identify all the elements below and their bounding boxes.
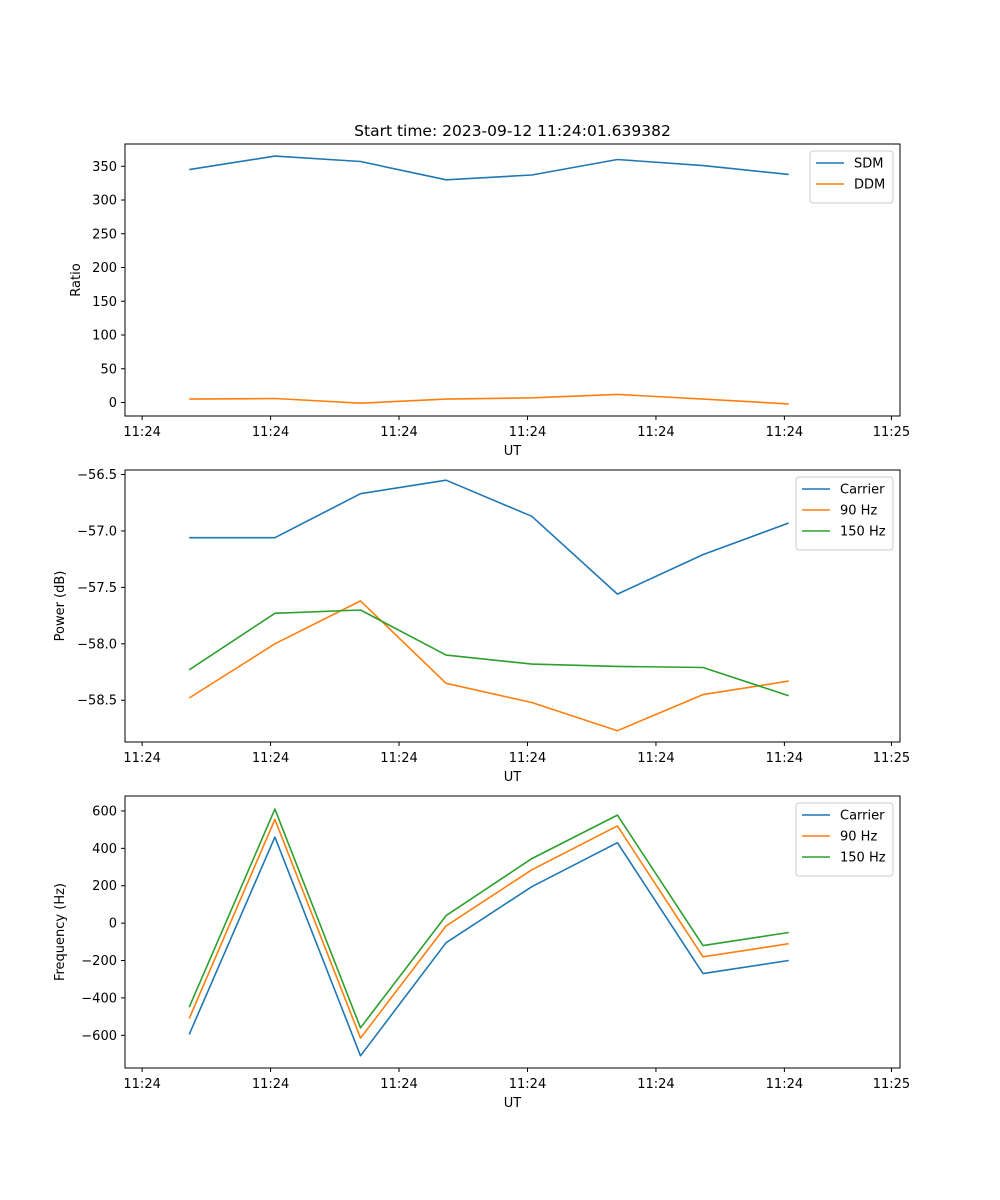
frequency-y-tick-label: −200 bbox=[81, 954, 117, 969]
frequency-series-carrier-line bbox=[188, 836, 789, 1057]
frequency-y-axis-label: Frequency (Hz) bbox=[53, 883, 68, 981]
power-legend: Carrier 90 Hz 150 Hz bbox=[795, 476, 894, 551]
power-series-90-hz-line bbox=[188, 600, 789, 732]
power-series-group bbox=[188, 479, 789, 732]
ratio-y-tick-label: 250 bbox=[92, 227, 117, 242]
power-y-tick-label: −57.5 bbox=[77, 581, 117, 596]
ratio-y-axis-label: Ratio bbox=[69, 263, 84, 296]
ratio-series-ddm-line bbox=[189, 393, 789, 405]
frequency-y-tick-label: 200 bbox=[92, 879, 117, 894]
ratio-y-tick-label: 350 bbox=[92, 160, 117, 175]
frequency-legend-label-150-hz: 150 Hz bbox=[840, 851, 886, 866]
power-x-tick-label: 11:24 bbox=[123, 751, 160, 766]
power-x-axis-label: UT bbox=[504, 770, 522, 785]
frequency-x-tick-label: 11:24 bbox=[509, 1077, 546, 1092]
frequency-series-group bbox=[188, 808, 789, 1057]
ratio-y-tick-label: 0 bbox=[109, 396, 117, 411]
frequency-x-tick-label: 11:24 bbox=[252, 1077, 289, 1092]
ratio-x-axis-label: UT bbox=[504, 444, 522, 459]
ratio-plot: 11:24 11:24 11:24 11:24 11:24 11:24 11:25 UT 0 50… bbox=[69, 143, 910, 459]
frequency-y-tick-label: 0 bbox=[109, 917, 117, 932]
ratio-x-tick-label: 11:25 bbox=[873, 425, 910, 440]
frequency-x-tick-label: 11:24 bbox=[766, 1077, 803, 1092]
frequency-x-tick-label: 11:24 bbox=[123, 1077, 160, 1092]
power-series-150-hz-line bbox=[188, 609, 789, 697]
power-y-axis: −58.5 −58.0 −57.5 −57.0 −56.5 Power (dB) bbox=[53, 468, 125, 709]
power-axes-frame bbox=[124, 469, 901, 743]
ratio-y-tick-label: 150 bbox=[92, 295, 117, 310]
power-x-tick-label: 11:24 bbox=[252, 751, 289, 766]
frequency-y-tick-label: 400 bbox=[92, 842, 117, 857]
frequency-x-tick-label: 11:24 bbox=[637, 1077, 674, 1092]
ratio-series-sdm-line bbox=[189, 155, 789, 181]
frequency-y-tick-label: −400 bbox=[81, 991, 117, 1006]
power-x-tick-label: 11:24 bbox=[766, 751, 803, 766]
frequency-axes-frame bbox=[124, 795, 901, 1069]
ratio-x-axis: 11:24 11:24 11:24 11:24 11:24 11:24 11:25 UT bbox=[123, 416, 910, 459]
ratio-x-tick-label: 11:24 bbox=[252, 425, 289, 440]
frequency-legend-label-90-hz: 90 Hz bbox=[840, 830, 877, 845]
frequency-y-axis: −600 −400 −200 0 200 400 600 Frequency (Hz) bbox=[53, 804, 125, 1044]
power-y-tick-label: −57.0 bbox=[77, 524, 117, 539]
power-x-axis: 11:24 11:24 11:24 11:24 11:24 11:24 11:25 UT bbox=[123, 742, 910, 785]
power-series-carrier-line bbox=[189, 479, 789, 595]
power-x-tick-label: 11:24 bbox=[637, 751, 674, 766]
power-x-tick-label: 11:24 bbox=[380, 751, 417, 766]
frequency-x-axis-label: UT bbox=[504, 1096, 522, 1111]
frequency-x-tick-label: 11:25 bbox=[873, 1077, 910, 1092]
power-y-tick-label: −58.5 bbox=[77, 694, 117, 709]
ratio-x-tick-label: 11:24 bbox=[766, 425, 803, 440]
ratio-legend: SDM DDM bbox=[809, 150, 894, 204]
ratio-x-tick-label: 11:24 bbox=[123, 425, 160, 440]
frequency-series-90-hz-line bbox=[188, 818, 789, 1039]
power-x-tick-label: 11:24 bbox=[509, 751, 546, 766]
power-y-axis-label: Power (dB) bbox=[53, 571, 68, 642]
ratio-legend-label-sdm: SDM bbox=[854, 157, 883, 172]
ratio-legend-box bbox=[809, 150, 894, 204]
frequency-x-tick-label: 11:24 bbox=[380, 1077, 417, 1092]
frequency-x-axis: 11:24 11:24 11:24 11:24 11:24 11:24 11:25 UT bbox=[123, 1068, 910, 1111]
frequency-y-tick-label: −600 bbox=[81, 1029, 117, 1044]
ratio-x-tick-label: 11:24 bbox=[380, 425, 417, 440]
ratio-series-group bbox=[189, 155, 789, 405]
ratio-y-axis: 0 50 100 150 200 250 300 350 Ratio bbox=[69, 160, 125, 411]
power-legend-label-90-hz: 90 Hz bbox=[840, 504, 877, 519]
ratio-legend-label-ddm: DDM bbox=[854, 178, 885, 193]
power-y-tick-label: −58.0 bbox=[77, 637, 117, 652]
chart-panels: 11:24 11:24 11:24 11:24 11:24 11:24 11:25 UT 0 50… bbox=[53, 143, 910, 1111]
ratio-y-tick-label: 50 bbox=[100, 362, 117, 377]
power-x-tick-label: 11:25 bbox=[873, 751, 910, 766]
frequency-y-tick-label: 600 bbox=[92, 804, 117, 819]
figure-title: Start time: 2023-09-12 11:24:01.639382 bbox=[354, 122, 671, 140]
power-y-tick-label: −56.5 bbox=[77, 468, 117, 483]
ratio-y-tick-label: 100 bbox=[92, 329, 117, 344]
power-legend-label-carrier: Carrier bbox=[840, 483, 885, 498]
power-plot: 11:24 11:24 11:24 11:24 11:24 11:24 11:25 UT −58… bbox=[53, 468, 910, 785]
frequency-plot: 11:24 11:24 11:24 11:24 11:24 11:24 11:25 UT −60… bbox=[53, 795, 910, 1111]
ratio-y-tick-label: 200 bbox=[92, 261, 117, 276]
frequency-series-150-hz-line bbox=[188, 808, 789, 1029]
ratio-axes-frame bbox=[124, 143, 901, 417]
ratio-x-tick-label: 11:24 bbox=[637, 425, 674, 440]
ratio-x-tick-label: 11:24 bbox=[509, 425, 546, 440]
frequency-legend-label-carrier: Carrier bbox=[840, 809, 885, 824]
power-legend-label-150-hz: 150 Hz bbox=[840, 525, 886, 540]
ratio-y-tick-label: 300 bbox=[92, 194, 117, 209]
frequency-legend: Carrier 90 Hz 150 Hz bbox=[795, 802, 894, 877]
